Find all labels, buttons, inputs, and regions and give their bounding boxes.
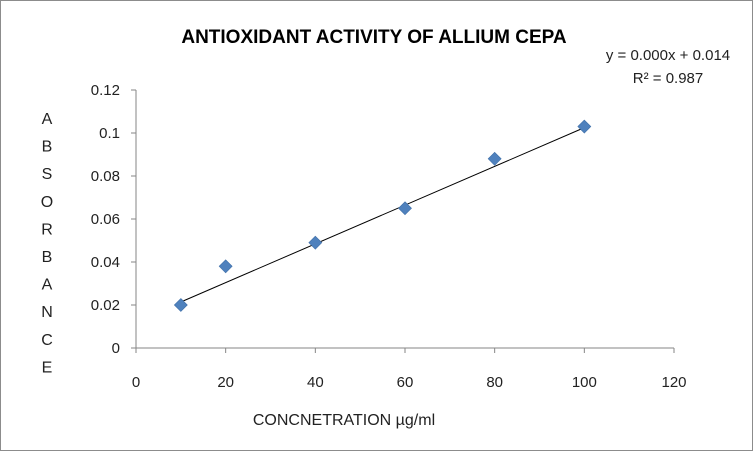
y-tick-label: 0.04 xyxy=(91,254,120,271)
y-tick-label: 0.02 xyxy=(91,297,120,314)
x-axis-label: CONCNETRATION µg/ml xyxy=(253,412,435,429)
y-axis-label-letter: B xyxy=(42,249,53,266)
y-tick-label: 0.1 xyxy=(99,125,120,142)
x-tick-label: 20 xyxy=(217,374,234,391)
y-axis-label-letter: O xyxy=(41,194,53,211)
y-axis-label-letter: C xyxy=(41,332,53,349)
data-point xyxy=(577,119,592,134)
y-axis-label-letter: A xyxy=(42,277,53,294)
x-tick-label: 0 xyxy=(132,374,140,391)
trendline-group xyxy=(180,127,585,303)
x-tick-label: 40 xyxy=(307,374,324,391)
x-tick-label: 120 xyxy=(661,374,686,391)
y-axis-label-letter: N xyxy=(41,304,53,321)
axes xyxy=(135,90,674,349)
axis-ticks: 0 0.02 0.04 0.06 0.08 0.1 0.12 0 20 40 60 80 100 120 xyxy=(91,82,687,391)
y-axis-label-letter: A xyxy=(42,111,53,128)
data-point xyxy=(487,151,502,166)
data-point xyxy=(308,235,323,250)
x-tick-label: 60 xyxy=(397,374,414,391)
y-tick-label: 0.08 xyxy=(91,168,120,185)
data-point xyxy=(218,259,233,274)
x-tick-label: 100 xyxy=(572,374,597,391)
trendline-r-squared: R² = 0.987 xyxy=(633,70,703,87)
trendline xyxy=(180,127,585,303)
y-axis-label-letter: R xyxy=(41,221,53,238)
trendline-equation: y = 0.000x + 0.014 xyxy=(606,47,730,64)
chart-title: ANTIOXIDANT ACTIVITY OF ALLIUM CEPA xyxy=(181,27,567,48)
y-axis-label-letter: S xyxy=(42,166,53,183)
y-tick-label: 0 xyxy=(112,340,120,357)
y-tick-label: 0.12 xyxy=(91,82,120,99)
x-tick-label: 80 xyxy=(486,374,503,391)
y-axis-label-letter: E xyxy=(42,359,53,376)
data-point xyxy=(398,201,412,216)
y-axis-label-letter: B xyxy=(42,139,53,156)
data-point xyxy=(173,298,188,312)
y-tick-label: 0.06 xyxy=(91,211,120,228)
data-points xyxy=(173,119,592,312)
